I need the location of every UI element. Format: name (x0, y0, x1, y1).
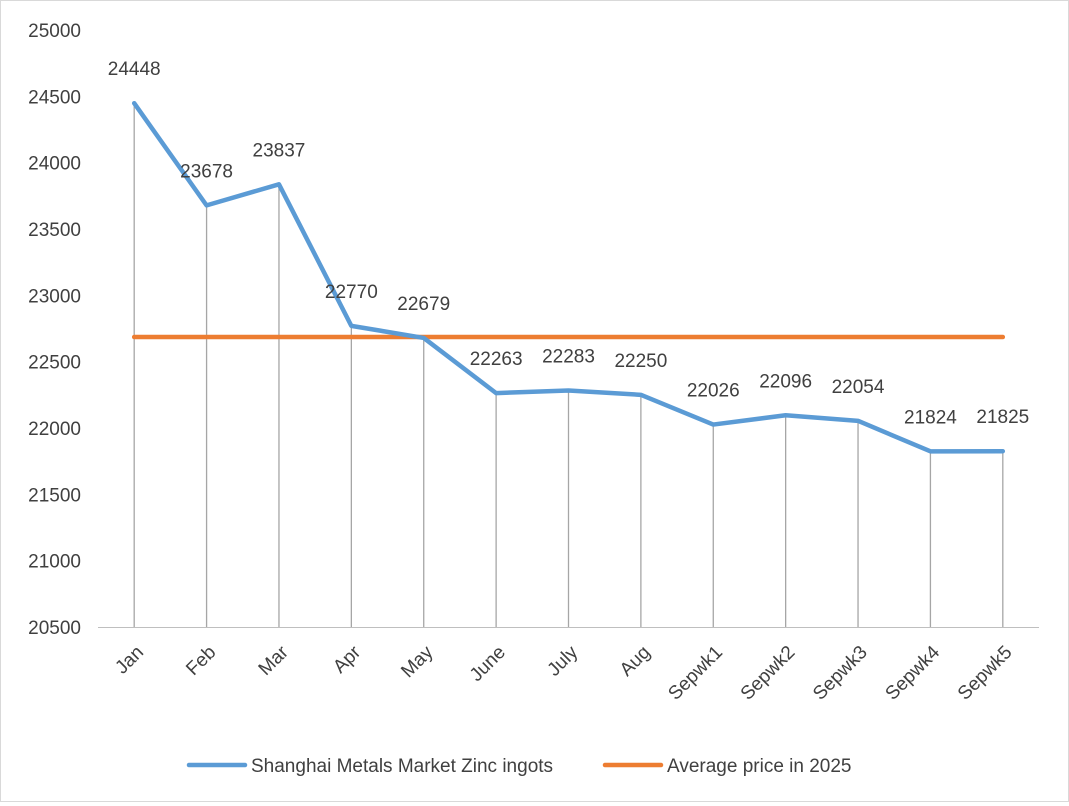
data-label: 21824 (904, 407, 957, 428)
data-label: 21825 (976, 407, 1029, 428)
x-tick-label: Sepwk2 (737, 642, 800, 705)
x-tick-label: July (544, 642, 583, 681)
x-tick-label: Sepwk5 (954, 642, 1017, 705)
y-tick-label: 24000 (28, 154, 81, 175)
y-tick-label: 21500 (28, 485, 81, 506)
x-tick-label: Sepwk1 (664, 642, 727, 705)
x-tick-label: Sepwk3 (809, 642, 872, 705)
data-label: 22263 (470, 349, 523, 370)
x-tick-label: Aug (616, 642, 655, 681)
x-tick-label: Feb (182, 642, 220, 680)
data-label: 24448 (108, 59, 161, 80)
y-tick-label: 25000 (28, 21, 81, 42)
data-label: 22096 (759, 371, 812, 392)
data-label: 22054 (832, 377, 885, 398)
y-tick-label: 23500 (28, 220, 81, 241)
series-line-zinc-ingots (131, 100, 1006, 454)
y-tick-label: 22500 (28, 353, 81, 374)
y-tick-label: 20500 (28, 618, 81, 639)
legend-label: Shanghai Metals Market Zinc ingots (251, 756, 553, 777)
x-tick-label: June (466, 642, 510, 686)
data-label: 22679 (397, 294, 450, 315)
data-label: 22283 (542, 346, 595, 367)
x-tick-label: Mar (255, 641, 293, 679)
data-label: 23678 (180, 161, 233, 182)
data-label: 22770 (325, 282, 378, 303)
x-tick-label: Apr (329, 641, 365, 677)
data-label: 22250 (614, 351, 667, 372)
x-tick-label: Jan (111, 642, 148, 679)
y-tick-label: 22000 (28, 419, 81, 440)
y-tick-label: 23000 (28, 286, 81, 307)
data-label: 22026 (687, 381, 740, 402)
x-tick-label: May (397, 642, 438, 683)
data-label: 23837 (253, 140, 306, 161)
x-tick-label: Sepwk4 (882, 642, 945, 705)
y-tick-label: 24500 (28, 87, 81, 108)
y-tick-label: 21000 (28, 552, 81, 573)
legend-label: Average price in 2025 (667, 756, 852, 777)
